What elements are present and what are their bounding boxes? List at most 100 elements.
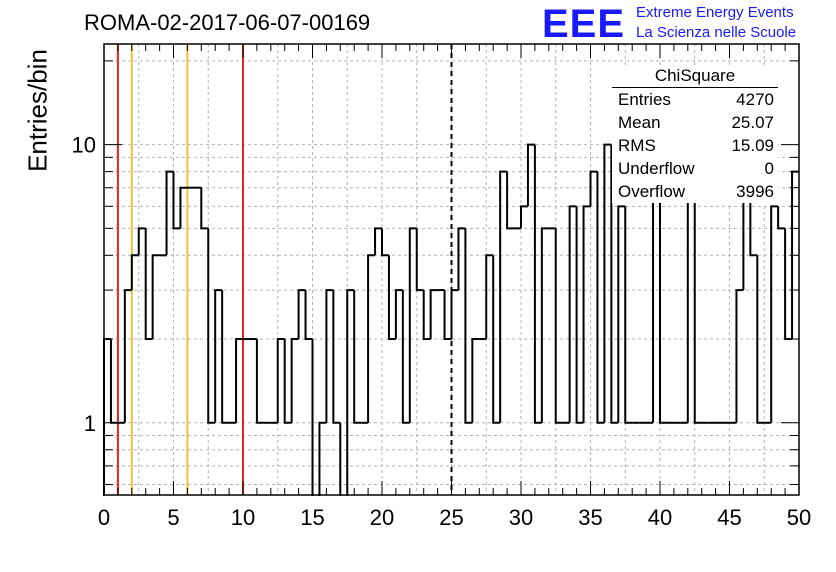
stats-label: Overflow [618, 182, 686, 201]
stats-row-entries: Entries 4270 [612, 88, 778, 111]
histogram-bin [353, 290, 362, 424]
histogram-bin [659, 144, 667, 424]
histogram-bin [617, 205, 626, 423]
histogram-bin [179, 186, 188, 229]
histogram-bin [485, 254, 494, 340]
plot-title: ROMA-02-2017-06-07-00169 [84, 10, 371, 35]
x-tick-label: 10 [231, 505, 255, 530]
histogram-bin [304, 290, 313, 341]
histogram-bin [408, 227, 417, 423]
histogram-bin [172, 171, 181, 230]
x-tick-label: 5 [167, 505, 179, 530]
x-tick-label: 35 [578, 505, 602, 530]
logo-line-2: La Scienza nelle Scuole [636, 24, 797, 41]
x-tick-label: 20 [370, 505, 394, 530]
histogram-bin [387, 255, 396, 341]
histogram-bin [235, 338, 243, 423]
histogram-bin [422, 290, 431, 341]
histogram-bin [492, 255, 501, 424]
histogram-bin [325, 289, 334, 423]
histogram-bin [499, 170, 508, 423]
histogram-bin [367, 254, 376, 423]
x-tick-label: 40 [648, 505, 672, 530]
histogram-bin [520, 205, 528, 229]
histogram-bin [255, 339, 264, 424]
histogram-bin [582, 205, 591, 423]
x-tick-label: 50 [787, 505, 811, 530]
stats-value: 3996 [736, 182, 774, 201]
histogram-bin [575, 206, 584, 424]
stats-value: 4270 [736, 90, 774, 109]
histogram-bin [283, 339, 292, 424]
stats-value: 0 [764, 159, 774, 178]
histogram-bin [123, 289, 132, 423]
histogram-bin [200, 187, 209, 230]
stats-label: Entries [618, 90, 671, 109]
stats-row-mean: Mean 25.07 [612, 111, 778, 134]
histogram-bin [381, 228, 389, 257]
eee-logo: EEE [542, 2, 626, 46]
histogram-bin [693, 171, 702, 424]
stats-title: ChiSquare [612, 66, 778, 88]
x-tick-label: 15 [300, 505, 324, 530]
histogram-bin [554, 228, 563, 424]
histogram-bin [415, 228, 424, 292]
histogram-bin [784, 228, 793, 341]
histogram-bin [332, 290, 341, 424]
x-tick-label: 45 [717, 505, 741, 530]
histogram-bin [686, 170, 695, 423]
histogram-bin [214, 289, 223, 423]
histogram-bin [401, 290, 410, 424]
x-tick-label: 0 [98, 505, 110, 530]
stats-value: 15.09 [731, 136, 774, 155]
stats-row-rms: RMS 15.09 [612, 134, 778, 157]
histogram-bin [603, 143, 612, 423]
histogram-bin [624, 206, 633, 424]
stats-row-overflow: Overflow 3996 [612, 180, 778, 203]
histogram-bin [137, 227, 146, 256]
histogram-bin [297, 289, 306, 340]
histogram-bin [540, 227, 549, 423]
histogram-bin [130, 254, 139, 291]
histogram-bin [610, 144, 619, 424]
stats-label: Underflow [618, 159, 695, 178]
histogram-bin [471, 338, 480, 423]
histogram-bin [526, 143, 535, 207]
histogram-bin [165, 170, 174, 256]
histogram-bin [533, 144, 542, 424]
histogram-bin [735, 289, 744, 423]
histogram-bin [506, 171, 515, 230]
histogram-bin [450, 289, 459, 340]
histogram-bin [457, 227, 466, 291]
histogram-bin [276, 338, 285, 423]
axis-mask [0, 496, 836, 572]
histogram-bin [207, 228, 216, 424]
histogram-bin [568, 205, 577, 423]
y-tick-label: 1 [84, 411, 96, 436]
histogram-bin [109, 339, 118, 424]
stats-box: ChiSquare Entries 4270 Mean 25.07 RMS 15… [612, 66, 778, 203]
histogram-bin [777, 206, 786, 230]
x-tick-label: 30 [509, 505, 533, 530]
stats-label: Mean [618, 113, 661, 132]
stats-value: 25.07 [731, 113, 774, 132]
histogram-bin [374, 227, 382, 256]
histogram-bin [394, 289, 403, 340]
histogram-bin [443, 290, 452, 341]
histogram-bin [221, 290, 230, 424]
stats-row-underflow: Underflow 0 [612, 157, 778, 180]
histogram-bin [144, 228, 153, 341]
histogram-bin [756, 255, 765, 424]
histogram-bin [770, 205, 779, 423]
logo-line-1: Extreme Energy Events [636, 4, 794, 21]
histogram-bin [290, 338, 299, 423]
x-tick-label: 25 [439, 505, 463, 530]
stats-label: RMS [618, 136, 656, 155]
histogram-bin [596, 171, 605, 424]
histogram-bin [464, 228, 473, 424]
histogram-bin [429, 289, 438, 340]
histogram-bin [151, 254, 160, 340]
histogram-bin [589, 170, 598, 207]
y-tick-label: 10 [72, 133, 96, 158]
